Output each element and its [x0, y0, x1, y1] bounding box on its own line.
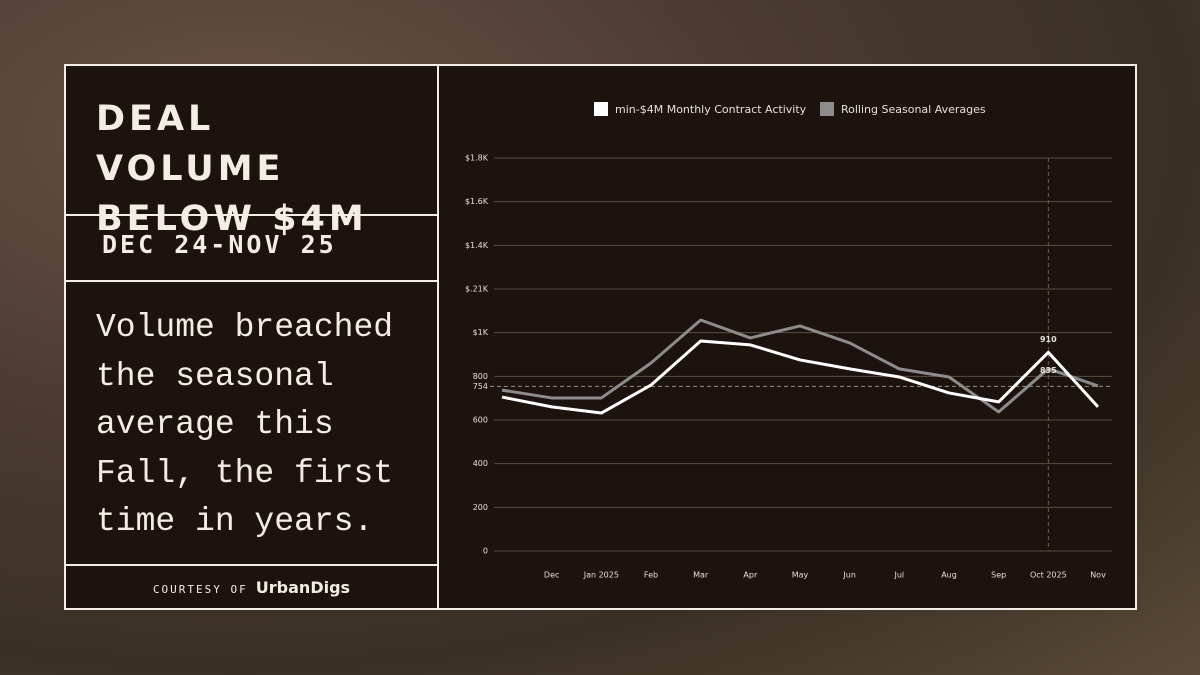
x-tick-label: Sep — [991, 571, 1006, 580]
brand: UrbanDigs — [255, 578, 351, 597]
x-tick-label: Nov — [1090, 571, 1106, 580]
reference-label: 754 — [473, 382, 488, 391]
body-cell: Volume breached the seasonal average thi… — [66, 282, 437, 566]
card: DEAL VOLUME BELOW $4M DEC 24-NOV 25 Volu… — [64, 64, 1137, 610]
x-tick-label: Oct 2025 — [1030, 571, 1067, 580]
legend-label: Rolling Seasonal Averages — [841, 103, 986, 116]
credit: COURTESY OF UrbanDigs — [66, 566, 437, 610]
x-tick-label: May — [792, 571, 809, 580]
y-tick-label: 0 — [483, 547, 488, 556]
y-tick-label: 600 — [473, 416, 488, 425]
left-panel: DEAL VOLUME BELOW $4M DEC 24-NOV 25 Volu… — [66, 66, 439, 608]
data-label: 910 — [1040, 335, 1057, 344]
y-tick-label: $1.6K — [465, 197, 489, 206]
x-tick-label: Jul — [894, 571, 905, 580]
legend-swatch — [820, 102, 834, 116]
x-tick-label: Jun — [842, 571, 856, 580]
x-tick-label: Feb — [644, 571, 658, 580]
x-tick-label: Jan 2025 — [583, 571, 619, 580]
x-tick-label: Dec — [544, 571, 559, 580]
title: DEAL VOLUME BELOW $4M — [66, 66, 437, 239]
x-tick-label: Aug — [941, 571, 957, 580]
legend-label: min-$4M Monthly Contract Activity — [615, 103, 807, 116]
credit-prefix: COURTESY OF — [152, 583, 248, 596]
series-line — [501, 339, 1100, 415]
y-tick-label: 400 — [473, 459, 488, 468]
y-tick-label: $1.8K — [465, 154, 489, 163]
y-tick-label: $1.4K — [465, 241, 489, 250]
y-tick-label: 800 — [473, 372, 488, 381]
legend-swatch — [594, 102, 608, 116]
y-tick-label: $.21K — [465, 285, 489, 294]
body-text: Volume breached the seasonal average thi… — [96, 309, 394, 540]
x-tick-label: Apr — [743, 571, 758, 580]
y-tick-label: 200 — [473, 503, 488, 512]
x-tick-label: Mar — [693, 571, 709, 580]
data-label: 835 — [1040, 366, 1057, 375]
y-tick-label: $1K — [473, 328, 489, 337]
date-range: DEC 24-NOV 25 — [66, 216, 437, 282]
series-line — [501, 318, 1099, 414]
